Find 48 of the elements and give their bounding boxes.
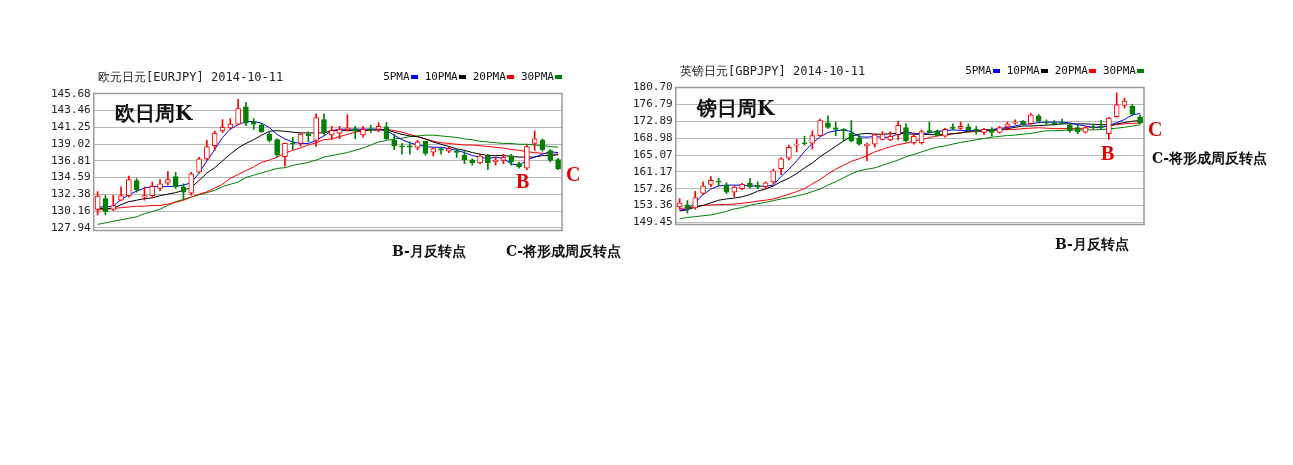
candlestick: [367, 125, 374, 133]
y-tick-label: 127.94: [50, 220, 92, 234]
y-tick-label: 136.81: [50, 153, 91, 167]
chart-title: 欧元日元[EURJPY] 2014-10-11: [98, 70, 284, 84]
y-tick-label: 153.36: [632, 198, 673, 212]
y-tick-label: 180.70: [632, 80, 673, 94]
legend-label: 20PMA: [1054, 64, 1088, 77]
y-tick-label: 168.98: [632, 131, 673, 145]
y-tick-label: 134.59: [50, 170, 91, 184]
y-tick-label: 130.16: [50, 203, 91, 217]
candlestick: [352, 126, 359, 140]
y-tick-label: 172.89: [632, 114, 673, 128]
candlestick: [1012, 119, 1019, 125]
candlestick: [399, 143, 405, 155]
annotation: B: [1101, 142, 1115, 165]
annotation: 镑日周K: [697, 95, 775, 122]
legend-label: 10PMA: [1006, 64, 1040, 77]
y-tick-label: 161.17: [632, 164, 673, 178]
y-tick-label: 145.68: [50, 86, 91, 100]
y-tick-label: 139.02: [50, 136, 91, 150]
y-tick-label: 143.46: [50, 103, 91, 117]
y-tick-label: 149.45: [632, 215, 673, 229]
candlestick: [289, 136, 296, 150]
legend-label: 5PMA: [965, 64, 992, 77]
text: C: [566, 163, 581, 186]
y-tick-label: 141.25: [50, 120, 91, 134]
y-tick-label: 132.38: [50, 187, 91, 201]
chart-title: 英镑日元[GBPJPY] 2014-10-11: [680, 64, 866, 78]
legend-label: 10PMA: [424, 70, 458, 83]
candlestick: [793, 139, 800, 153]
y-tick-label: 165.07: [632, 147, 673, 161]
legend-label: 30PMA: [520, 70, 554, 83]
text: C: [1148, 118, 1163, 141]
legend-label: 30PMA: [1102, 64, 1136, 77]
legend-label: 5PMA: [383, 70, 410, 83]
text: B-月反转点: [392, 243, 466, 261]
candlestick: [832, 121, 839, 136]
candlestick: [165, 171, 171, 186]
legend-label: 20PMA: [472, 70, 506, 83]
y-tick-label: 157.26: [632, 181, 673, 195]
y-tick-label: 176.79: [632, 97, 673, 111]
annotation: B: [516, 170, 530, 193]
candlestick: [406, 141, 413, 155]
annotation: 欧日周K: [115, 100, 193, 127]
text: B-月反转点: [1055, 236, 1129, 254]
candlestick: [250, 118, 257, 130]
text: C-将形成周反转点: [506, 243, 621, 261]
text: C-将形成周反转点: [1152, 150, 1267, 168]
